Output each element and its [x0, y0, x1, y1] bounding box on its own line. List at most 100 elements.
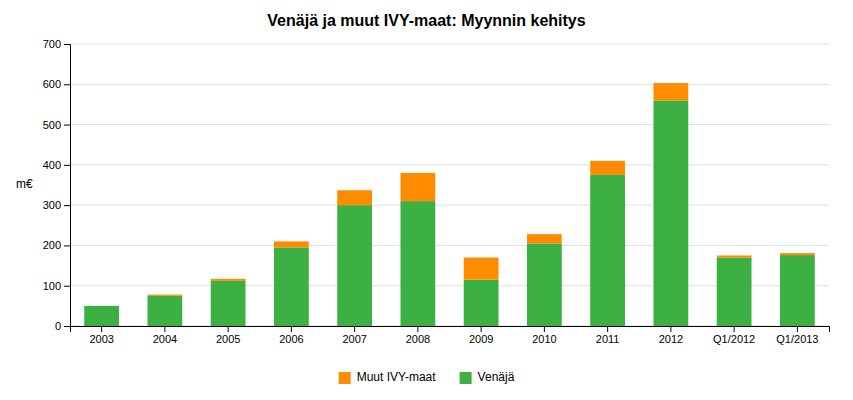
grid-line: [70, 84, 829, 85]
bar: [464, 280, 499, 326]
tick-mark: [481, 326, 482, 332]
tick-label: 2010: [532, 333, 556, 345]
tick-mark: [797, 326, 798, 332]
grid-line: [70, 124, 829, 125]
tick: 500: [43, 119, 70, 131]
tick-mark: [164, 326, 165, 332]
legend-swatch: [460, 372, 472, 384]
tick: 600: [43, 78, 70, 90]
bar: [590, 161, 625, 175]
bar: [337, 205, 372, 326]
tick-mark: [354, 326, 355, 332]
tick-mark: [64, 84, 70, 85]
bar: [211, 281, 246, 326]
tick-label: 100: [43, 280, 61, 292]
grid-line: [70, 245, 829, 246]
legend-item: Venäjä: [460, 370, 515, 384]
tick-mark: [670, 326, 671, 332]
tick-label: 2004: [153, 333, 177, 345]
tick: 2003: [89, 326, 113, 345]
tick-label: 2003: [89, 333, 113, 345]
bar: [780, 253, 815, 255]
tick: 300: [43, 199, 70, 211]
tick-label: 2008: [406, 333, 430, 345]
axis-line: [64, 45, 71, 327]
tick-mark: [417, 326, 418, 332]
chart: Venäjä ja muut IVY-maat: Myynnin kehitys…: [0, 0, 853, 400]
y-axis: 0 100 200 300 400 500 600 700: [43, 38, 71, 332]
tick-label: 2011: [596, 333, 620, 345]
bar: [590, 175, 625, 326]
bar: [717, 258, 752, 326]
bar: [274, 247, 309, 326]
plot: 0100200300400500600700200320042005200620…: [43, 38, 830, 345]
bar: [211, 279, 246, 281]
y-axis-label: m€: [16, 177, 33, 191]
tick-mark: [64, 125, 70, 126]
axis-line: [71, 327, 830, 333]
bar: [84, 306, 119, 326]
tick-mark: [64, 286, 70, 287]
tick: 700: [43, 38, 70, 50]
tick: 2008: [406, 326, 430, 345]
tick: 100: [43, 280, 70, 292]
tick: 2012: [659, 326, 683, 345]
tick-label: 2007: [342, 333, 366, 345]
tick-mark: [734, 326, 735, 332]
bar: [464, 258, 499, 280]
bars: [84, 83, 815, 326]
bar: [400, 201, 435, 326]
grid-line: [70, 164, 829, 165]
tick: Q1/2013: [776, 326, 818, 345]
legend-label: Venäjä: [478, 370, 515, 384]
bar: [337, 190, 372, 205]
tick-label: 2012: [659, 333, 683, 345]
bar: [527, 234, 562, 243]
bar: [780, 255, 815, 326]
bar: [147, 296, 182, 326]
grid: [70, 44, 829, 326]
tick: 2004: [153, 326, 177, 345]
tick-label: 2006: [279, 333, 303, 345]
bar: [717, 256, 752, 258]
tick-label: 600: [43, 78, 61, 90]
grid-line: [70, 285, 829, 286]
tick: 2006: [279, 326, 303, 345]
legend-swatch: [339, 372, 351, 384]
tick-label: Q1/2012: [713, 333, 755, 345]
tick: 0: [55, 320, 70, 332]
tick-label: 400: [43, 159, 61, 171]
tick-mark: [101, 326, 102, 332]
tick-label: Q1/2013: [776, 333, 818, 345]
tick: Q1/2012: [713, 326, 755, 345]
tick: 400: [43, 159, 70, 171]
tick-label: 2005: [216, 333, 240, 345]
tick-mark: [228, 326, 229, 332]
bar: [653, 83, 688, 100]
grid-line: [70, 205, 829, 206]
bar: [527, 243, 562, 326]
tick-label: 200: [43, 239, 61, 251]
x-axis: 2003 2004 2005 2006 2007 2008 2009 2010 2011 2012…: [71, 326, 830, 345]
bar: [84, 305, 119, 306]
tick-mark: [291, 326, 292, 332]
tick-mark: [607, 326, 608, 332]
tick-mark: [64, 245, 70, 246]
series: [84, 100, 815, 326]
tick-mark: [64, 44, 70, 45]
tick: 2009: [469, 326, 493, 345]
tick: 2007: [342, 326, 366, 345]
tick-mark: [64, 165, 70, 166]
grid-line: [70, 44, 829, 45]
tick: 200: [43, 239, 70, 251]
tick: 2010: [532, 326, 556, 345]
legend-label: Muut IVY-maat: [357, 370, 437, 384]
bar: [400, 173, 435, 201]
tick-label: 500: [43, 119, 61, 131]
tick-mark: [544, 326, 545, 332]
legend: Muut IVY-maat Venäjä: [339, 370, 515, 384]
tick: 2005: [216, 326, 240, 345]
tick-label: 2009: [469, 333, 493, 345]
tick-mark: [64, 326, 70, 327]
tick-label: 700: [43, 38, 61, 50]
